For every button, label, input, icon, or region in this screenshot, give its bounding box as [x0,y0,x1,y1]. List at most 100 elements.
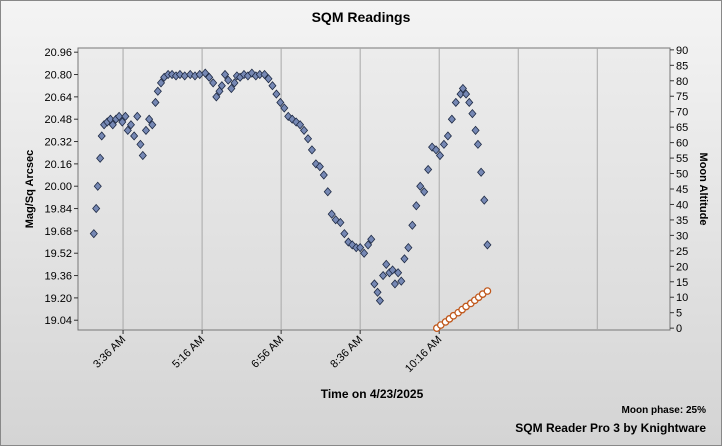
sqm-point [272,89,281,99]
sqm-point [141,125,151,135]
sqm-point [264,74,273,84]
y-tick-label: 19.68 [44,226,72,238]
sqm-point [136,139,145,149]
moon-point [483,287,492,295]
moon-phase: Moon phase: 25% [622,405,707,416]
sqm-point [416,181,425,191]
sqm-point [118,117,127,127]
sqm-point [280,103,289,113]
sqm-point [412,201,421,211]
y2-tick-label: 80 [676,76,688,88]
y2-tick-label: 20 [676,261,688,273]
sqm-point [205,72,214,82]
sqm-point [300,125,309,135]
y2-axis-label: Moon Altitude [697,153,709,226]
sqm-point [364,240,373,250]
sqm-point [220,69,230,80]
sqm-point [465,97,474,108]
sqm-point [296,120,305,130]
y2-tick-label: 60 [676,138,688,150]
sqm-point [340,229,349,239]
sqm-point [153,86,162,96]
credit: SQM Reader Pro 3 by Knightware [515,421,706,435]
sqm-point [108,120,117,130]
y-tick-label: 20.64 [44,92,72,104]
sqm-point [458,83,467,94]
sqm-point [89,229,98,239]
sqm-point [138,150,147,161]
sqm-point [123,125,132,135]
sqm-point [92,203,101,214]
sqm-point [323,187,332,197]
sqm-point [151,97,160,108]
y2-tick-label: 70 [676,107,688,119]
sqm-point [209,78,218,88]
sqm-point [471,125,480,135]
sqm-point [443,131,452,141]
y-axis-label: Mag/Sq Arcsec [24,150,36,228]
sqm-point [424,164,433,175]
sqm-point [315,162,324,172]
sqm-point [439,139,448,149]
sqm-point [230,78,239,88]
sqm-point [370,279,379,289]
sqm-point [404,243,413,253]
sqm-point [397,276,406,286]
sqm-point [284,111,293,122]
y2-tick-label: 30 [676,230,688,242]
y-tick-label: 19.20 [44,293,72,305]
sqm-point [201,68,210,78]
sqm-point [97,131,106,141]
y2-tick-label: 0 [676,323,682,335]
y2-tick-label: 85 [676,60,688,72]
sqm-point [224,75,233,85]
sqm-point [212,92,221,102]
sqm-point [477,167,486,177]
sqm-point [292,117,301,127]
y-tick-label: 20.32 [44,137,72,149]
y-tick-label: 19.36 [44,271,72,283]
y2-tick-label: 35 [676,215,688,227]
sqm-point [217,81,226,91]
sqm-point [400,254,409,264]
sqm-point [360,248,369,258]
sqm-point [156,78,166,88]
sqm-point [260,69,269,80]
sqm-point [483,240,492,250]
y-tick-label: 20.00 [44,181,72,193]
y2-tick-label: 15 [676,277,688,289]
y2-tick-label: 65 [676,122,688,134]
y2-tick-label: 45 [676,184,688,196]
sqm-point [288,114,297,124]
sqm-point [356,243,365,253]
y-tick-label: 19.52 [44,248,72,260]
x-axis-label: Time on 4/23/2025 [321,387,424,401]
sqm-point [130,131,139,141]
sqm-point [175,69,184,80]
sqm-point [115,111,124,122]
sqm-point [382,259,391,269]
sqm-point [327,209,336,219]
y2-tick-label: 10 [676,292,688,304]
sqm-point [390,279,399,289]
sqm-point [394,268,403,278]
sqm-point [227,83,236,94]
sqm-point [451,97,460,108]
sqm-point [121,111,130,122]
sqm-point [133,111,142,122]
sqm-point [336,217,345,228]
sqm-point [145,114,154,124]
sqm-point [447,114,456,124]
y-tick-label: 19.04 [44,315,72,327]
sqm-point [319,170,328,180]
y2-tick-label: 40 [676,199,688,211]
sqm-point [375,296,384,306]
sqm-point [432,145,441,155]
y2-tick-label: 55 [676,153,688,165]
sqm-point [268,81,277,91]
chart-title: SQM Readings [312,9,411,25]
sqm-point [96,153,105,163]
y-tick-label: 20.16 [44,159,72,171]
sqm-point [480,195,489,205]
sqm-point [468,109,477,119]
